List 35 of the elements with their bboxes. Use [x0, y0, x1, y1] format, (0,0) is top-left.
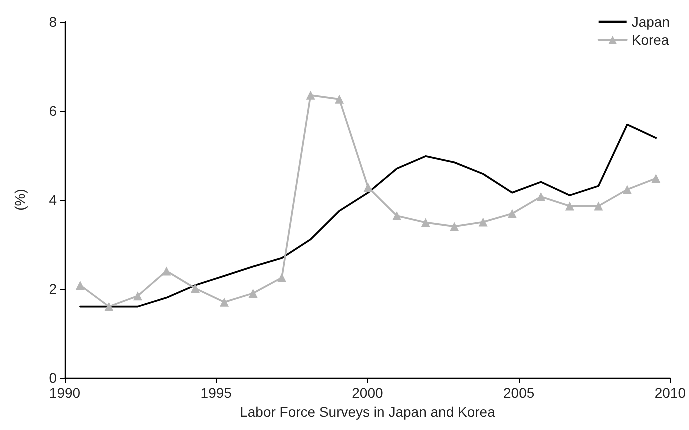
- point: [622, 185, 632, 194]
- point: [248, 288, 258, 298]
- y-tick-label: 2: [49, 281, 58, 297]
- y-tick-label: 0: [49, 370, 58, 386]
- point: [335, 94, 344, 104]
- point: [508, 209, 517, 218]
- point: [104, 302, 114, 312]
- y-tick-label: 6: [49, 103, 58, 119]
- point: [565, 202, 574, 211]
- point: [278, 273, 287, 282]
- point: [536, 192, 546, 202]
- y-tick-label: 8: [49, 14, 58, 30]
- x-tick-label: 1990: [49, 385, 81, 401]
- point: [478, 218, 488, 227]
- legend-label: Korea: [632, 32, 670, 48]
- point: [76, 280, 85, 290]
- x-axis-title: Labor Force Surveys in Japan and Korea: [240, 404, 496, 420]
- point: [450, 222, 460, 232]
- point: [392, 212, 402, 221]
- x-tick-label: 1995: [200, 385, 232, 401]
- point: [220, 298, 230, 307]
- x-tick-label: 2000: [352, 385, 384, 401]
- point: [162, 266, 172, 276]
- x-tick-label: 2010: [654, 385, 686, 401]
- point: [133, 292, 142, 301]
- point: [190, 284, 200, 294]
- point: [306, 90, 316, 100]
- point: [652, 174, 661, 184]
- legend-label: Japan: [632, 14, 670, 30]
- x-tick-label: 2005: [503, 385, 535, 401]
- point: [364, 183, 373, 192]
- point: [421, 218, 430, 228]
- y-tick-label: 4: [49, 192, 58, 208]
- point: [594, 202, 604, 211]
- y-axis-title: (%): [12, 189, 28, 211]
